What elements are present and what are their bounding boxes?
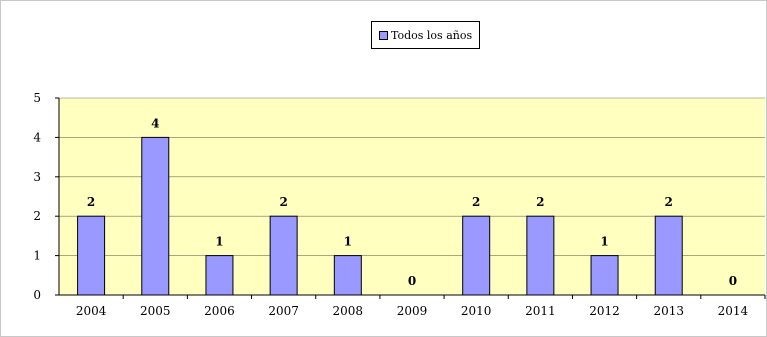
- x-tick-label: 2004: [76, 304, 107, 318]
- bar: [333, 255, 362, 296]
- data-label: 1: [344, 235, 352, 249]
- data-label: 1: [215, 235, 223, 249]
- x-tick-label: 2009: [397, 304, 428, 318]
- bar: [77, 215, 106, 296]
- x-tick-label: 2013: [653, 304, 684, 318]
- legend-label: Todos los años: [391, 28, 473, 42]
- data-label: 2: [665, 195, 673, 209]
- data-label: 2: [536, 195, 544, 209]
- data-label: 2: [472, 195, 480, 209]
- data-label: 4: [151, 116, 159, 130]
- x-tick-label: 2010: [461, 304, 492, 318]
- data-label: 0: [408, 274, 416, 288]
- y-tick-label: 0: [33, 288, 41, 302]
- legend: Todos los años: [371, 21, 481, 49]
- y-tick-label: 2: [33, 209, 41, 223]
- bar: [590, 255, 619, 296]
- y-tick-label: 5: [33, 91, 41, 105]
- plot-area: [59, 98, 765, 295]
- y-tick-label: 4: [33, 130, 41, 144]
- bar: [141, 136, 170, 296]
- legend-swatch-icon: [379, 30, 388, 40]
- x-tick-label: 2011: [525, 304, 556, 318]
- x-tick-label: 2014: [718, 304, 749, 318]
- data-label: 1: [600, 235, 608, 249]
- data-label: 0: [729, 274, 737, 288]
- y-tick-label: 1: [33, 249, 41, 263]
- bar: [654, 215, 683, 296]
- y-tick-label: 3: [33, 170, 41, 184]
- bar: [205, 255, 234, 296]
- data-label: 2: [87, 195, 95, 209]
- x-tick-label: 2005: [140, 304, 171, 318]
- x-tick-label: 2008: [333, 304, 364, 318]
- data-label: 2: [279, 195, 287, 209]
- bar: [462, 215, 491, 296]
- bar: [269, 215, 298, 296]
- bar: [526, 215, 555, 296]
- x-tick-label: 2012: [589, 304, 620, 318]
- x-tick-label: 2007: [268, 304, 299, 318]
- x-tick-label: 2006: [204, 304, 235, 318]
